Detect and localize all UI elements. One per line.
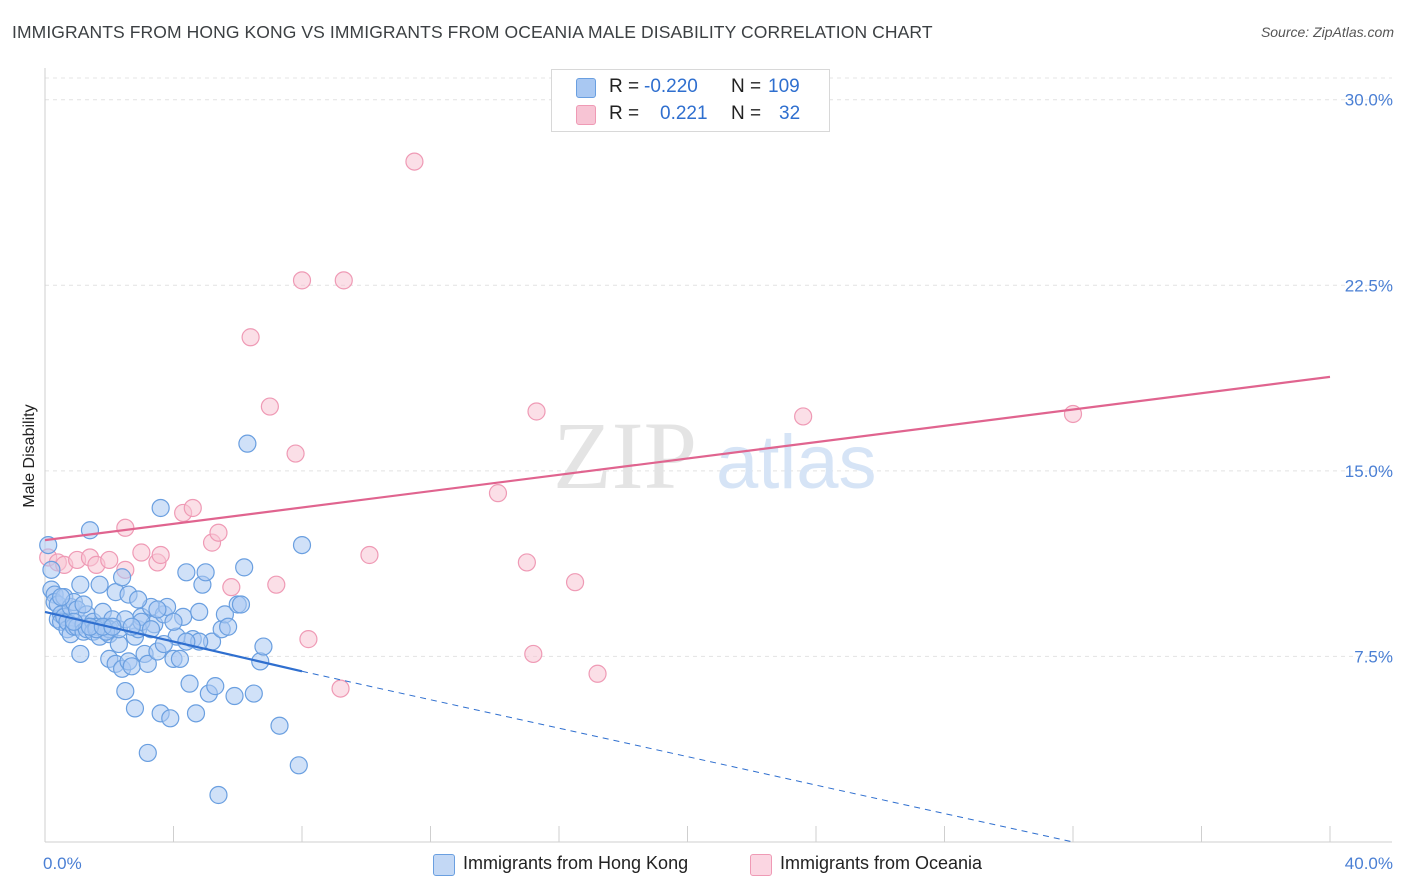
hong-kong-point: [180, 674, 199, 693]
trend-lines: [44, 375, 1331, 843]
oceania-point: [116, 518, 135, 537]
hong-kong-point: [141, 620, 161, 639]
hong-kong-point: [125, 699, 145, 718]
oceania-trend-line: [44, 375, 1331, 542]
hong-kong-point: [64, 612, 84, 631]
hong-kong-point: [112, 568, 132, 587]
oceania-point: [222, 578, 241, 597]
y-tick-label: 15.0%: [1345, 462, 1393, 481]
oceania-point: [517, 553, 536, 572]
hong-kong-point: [116, 681, 135, 701]
legend-n-label: N =: [731, 76, 762, 97]
series-hong-kong-points: [39, 434, 312, 805]
hong-kong-point: [231, 595, 251, 614]
oceania-point: [132, 543, 151, 562]
hong-kong-point: [254, 637, 273, 656]
oceania-point: [565, 573, 585, 592]
hong-kong-point: [170, 649, 190, 669]
hong-kong-point: [235, 558, 254, 577]
oceania-point: [405, 152, 424, 171]
hong-kong-point: [244, 684, 263, 703]
hong-kong-point: [186, 704, 206, 723]
y-tick-label: 22.5%: [1345, 276, 1393, 295]
hong-kong-point: [71, 644, 90, 664]
hong-kong-point: [289, 756, 308, 775]
oceania-point: [241, 328, 260, 347]
bottom-legend-label-oceania: Immigrants from Oceania: [780, 853, 983, 873]
legend-n-value: 32: [779, 103, 801, 124]
chart-title: IMMIGRANTS FROM HONG KONG VS IMMIGRANTS …: [12, 22, 933, 42]
x-tick-label: 40.0%: [1345, 854, 1393, 873]
oceania-point: [794, 407, 813, 426]
hong-kong-point: [51, 587, 71, 607]
hong-kong-point: [138, 743, 157, 763]
oceania-point: [292, 271, 312, 290]
hong-kong-point: [225, 686, 244, 706]
y-tick-label: 7.5%: [1354, 647, 1393, 666]
hong-kong-point: [122, 657, 141, 676]
legend-r-value: -0.220: [644, 76, 698, 97]
watermark-zip: ZIP: [553, 402, 697, 509]
hong-kong-point: [190, 602, 209, 622]
y-tick-label: 30.0%: [1345, 91, 1393, 110]
bottom-legend-label-hong-kong: Immigrants from Hong Kong: [463, 853, 689, 873]
hong-kong-point: [292, 535, 312, 555]
hong-kong-point: [71, 575, 90, 594]
tick-labels: 7.5% 15.0% 22.5% 30.0% 0.0% 40.0%: [43, 91, 1393, 873]
oceania-point: [286, 444, 305, 463]
hong-kong-point: [209, 785, 228, 805]
bottom-legend-swatch-oceania: [750, 854, 772, 876]
source-label: Source: ZipAtlas.com: [1260, 24, 1394, 40]
oceania-point: [524, 644, 543, 664]
hong-kong-point: [177, 563, 196, 582]
hong-kong-point: [90, 575, 109, 594]
oceania-point: [299, 630, 318, 649]
legend-n-label: N =: [731, 103, 762, 124]
watermark-atlas: atlas: [716, 420, 877, 505]
oceania-point: [100, 550, 119, 570]
oceania-point: [360, 545, 379, 565]
hong-kong-trend-line: [44, 610, 303, 673]
legend-r-value: 0.221: [660, 103, 708, 124]
legend-r-label: R =: [609, 103, 640, 124]
hong-kong-point: [74, 595, 93, 614]
hong-kong-point: [206, 677, 225, 696]
oceania-point: [331, 679, 350, 698]
bottom-legend-swatch-hong-kong: [433, 854, 455, 876]
correlation-legend: R = -0.220 N = 109 R = 0.221 N = 32: [551, 69, 830, 132]
hong-kong-point: [39, 535, 58, 555]
hong-kong-point: [219, 617, 238, 636]
x-tick-label: 0.0%: [43, 854, 82, 873]
series-oceania-points: [39, 152, 1083, 698]
oceania-point: [267, 575, 286, 594]
oceania-point: [488, 484, 508, 503]
hong-kong-point: [138, 654, 157, 673]
oceania-point: [209, 523, 228, 542]
hong-kong-point: [238, 434, 257, 453]
hong-kong-point: [42, 560, 61, 579]
hong-kong-point: [151, 498, 170, 518]
oceania-point: [183, 498, 202, 518]
oceania-point: [527, 402, 546, 421]
hong-kong-point: [196, 563, 215, 582]
oceania-point: [334, 271, 353, 290]
hong-kong-point: [270, 716, 289, 735]
legend-n-value: 109: [768, 76, 800, 97]
y-axis-label: Male Disability: [21, 404, 38, 507]
oceania-point: [260, 397, 279, 416]
legend-swatch-hong-kong: [576, 78, 596, 98]
hong-kong-point: [129, 590, 148, 609]
hong-kong-point: [161, 709, 180, 728]
oceania-point: [151, 545, 170, 565]
oceania-point: [588, 664, 607, 683]
legend-r-label: R =: [609, 76, 640, 97]
hong-kong-point: [148, 600, 167, 619]
watermark: ZIP atlas: [553, 402, 877, 509]
hong-kong-point: [177, 632, 196, 651]
legend-swatch-oceania: [576, 105, 596, 125]
hong-kong-trend-extension: [301, 670, 1074, 843]
hong-kong-point: [164, 612, 183, 631]
axes: [44, 68, 1392, 843]
